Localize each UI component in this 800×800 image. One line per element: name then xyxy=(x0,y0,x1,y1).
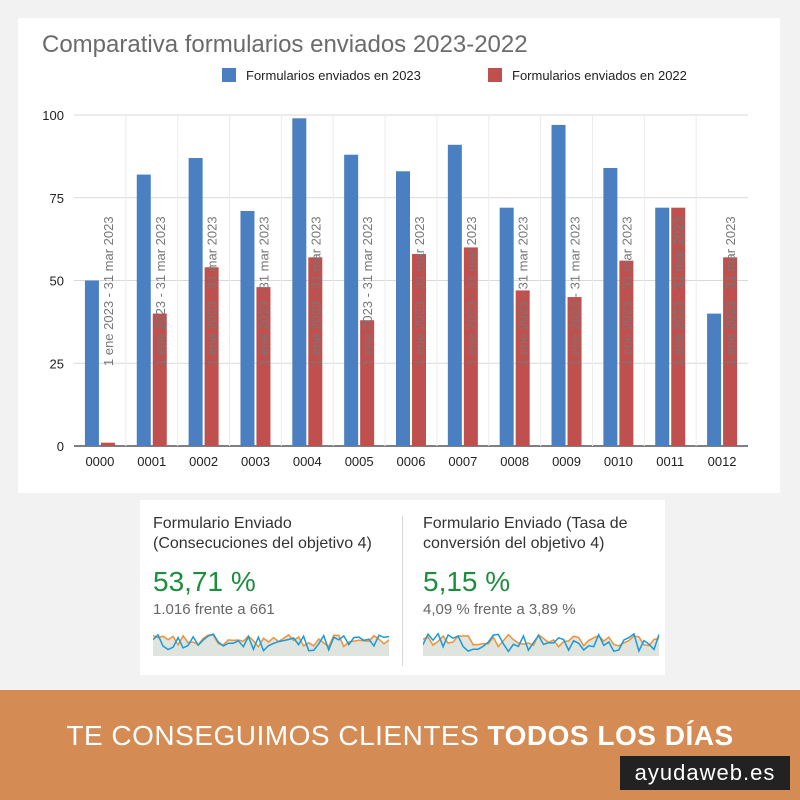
metric-value: 53,71 % xyxy=(153,566,256,597)
sparkline-previous xyxy=(423,633,659,648)
tagline: TE CONSEGUIMOS CLIENTES TODOS LOS DÍAS xyxy=(0,720,800,752)
bar-2022 xyxy=(515,290,530,446)
bar-2022 xyxy=(308,257,323,446)
bar-2022 xyxy=(463,247,478,446)
x-tick-label: 0002 xyxy=(189,454,218,469)
tagline-bold: TODOS LOS DÍAS xyxy=(487,720,734,751)
period-annotation: 1 ene 2023 - 31 mar 2023 xyxy=(671,216,686,366)
y-tick-label: 75 xyxy=(50,191,64,206)
bar-2022 xyxy=(723,257,738,446)
metric-value: 5,15 % xyxy=(423,566,511,597)
period-annotation: 1 ene 2023 - 31 mar 2023 xyxy=(153,216,168,366)
bar-2022 xyxy=(100,442,115,446)
metric-comparison: 1.016 frente a 661 xyxy=(153,601,275,618)
period-annotation: 1 ene 2023 - 31 mar 2023 xyxy=(619,216,634,366)
x-tick-label: 0003 xyxy=(241,454,270,469)
bar-2022 xyxy=(256,287,271,446)
legend-label-2022: Formularios enviados en 2022 xyxy=(512,68,687,83)
sparkline-current xyxy=(153,633,389,653)
bar-2023 xyxy=(136,174,151,446)
metric-title: Formulario Enviado (Consecuciones del ob… xyxy=(153,515,372,552)
period-annotation: 1 ene 2023 - 31 mar 2023 xyxy=(412,216,427,366)
period-annotation: 1 ene 2023 - 31 mar 2023 xyxy=(516,216,531,366)
bar-2023 xyxy=(292,118,307,446)
bar-2023 xyxy=(84,280,99,446)
bar-2023 xyxy=(707,313,722,446)
x-tick-label: 0006 xyxy=(397,454,426,469)
metric-comparison: 4,09 % frente a 3,89 % xyxy=(423,601,576,618)
bar-2022 xyxy=(152,313,167,446)
x-tick-label: 0008 xyxy=(500,454,529,469)
period-annotation: 1 ene 2023 - 31 mar 2023 xyxy=(464,216,479,366)
chart-title: Comparativa formularios enviados 2023-20… xyxy=(42,31,528,58)
bar-2023 xyxy=(240,210,255,446)
x-tick-label: 0001 xyxy=(137,454,166,469)
x-tick-label: 0010 xyxy=(604,454,633,469)
bar-2023 xyxy=(551,124,566,447)
legend-swatch-2022 xyxy=(488,68,502,82)
tagline-normal: TE CONSEGUIMOS CLIENTES xyxy=(66,720,488,751)
x-tick-label: 0000 xyxy=(85,454,114,469)
bar-2023 xyxy=(655,207,670,446)
y-tick-label: 25 xyxy=(50,356,64,371)
bar-2023 xyxy=(396,171,410,446)
sparkline-current xyxy=(423,632,659,654)
bar-2023 xyxy=(603,167,618,446)
bar-2022 xyxy=(204,267,219,446)
sparkline-previous xyxy=(153,633,389,648)
bar-2022 xyxy=(671,207,686,446)
y-tick-label: 0 xyxy=(57,439,64,454)
period-annotation: 1 ene 2023 - 31 mar 2023 xyxy=(568,216,583,366)
x-tick-label: 0004 xyxy=(293,454,322,469)
metric-title: Formulario Enviado (Tasa de conversión d… xyxy=(423,515,628,552)
y-tick-label: 100 xyxy=(42,108,64,123)
period-annotation: 1 ene 2023 - 31 mar 2023 xyxy=(256,216,271,366)
x-tick-label: 0005 xyxy=(345,454,374,469)
bar-2023 xyxy=(188,158,203,446)
sparkline xyxy=(153,633,389,656)
period-annotation: 1 ene 2023 - 31 mar 2023 xyxy=(360,216,375,366)
legend-label-2023: Formularios enviados en 2023 xyxy=(246,68,421,83)
period-annotation: 1 ene 2023 - 31 mar 2023 xyxy=(101,216,116,366)
bar-2023 xyxy=(344,154,359,446)
period-annotation: 1 ene 2023 - 31 mar 2023 xyxy=(205,216,220,366)
metric-conversion-rate: Formulario Enviado (Tasa de conversión d… xyxy=(410,500,665,675)
analytics-panel: Formulario Enviado (Consecuciones del ob… xyxy=(140,500,665,675)
bar-2022 xyxy=(412,254,426,446)
legend-swatch-2023 xyxy=(222,68,236,82)
x-tick-label: 0011 xyxy=(656,454,684,469)
x-tick-label: 0012 xyxy=(708,454,737,469)
x-tick-label: 0009 xyxy=(552,454,581,469)
bar-chart: Comparativa formularios enviados 2023-20… xyxy=(42,31,748,469)
y-tick-label: 50 xyxy=(50,274,64,289)
chart-card: Comparativa formularios enviados 2023-20… xyxy=(18,18,780,493)
sparkline xyxy=(423,632,659,656)
x-tick-label: 0007 xyxy=(448,454,477,469)
brand-logo: ayudaweb.es xyxy=(620,756,790,790)
bar-2022 xyxy=(360,320,375,446)
sparkline-area xyxy=(423,634,659,656)
period-annotation: 1 ene 2023 - 31 mar 2023 xyxy=(308,216,323,366)
sparkline-area xyxy=(153,634,389,656)
metric-goal-completions: Formulario Enviado (Consecuciones del ob… xyxy=(140,500,395,675)
bar-2022 xyxy=(567,297,582,446)
bar-2022 xyxy=(619,260,634,446)
bar-2023 xyxy=(447,144,462,446)
bar-2023 xyxy=(499,207,514,446)
divider xyxy=(402,516,403,666)
period-annotation: 1 ene 2023 - 31 mar 2023 xyxy=(723,216,738,366)
